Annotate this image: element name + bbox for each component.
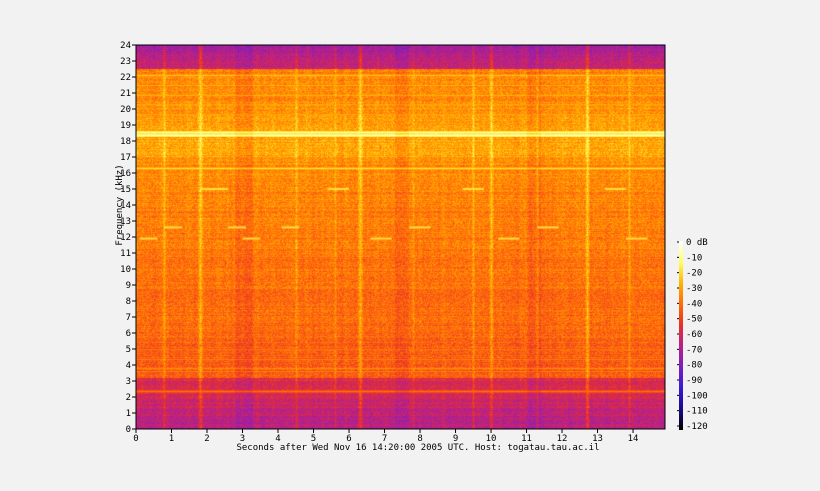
x-tick-label: 4 — [275, 434, 280, 444]
y-tick-label: 2 — [126, 393, 131, 403]
colorbar-tick-label: -20 — [686, 269, 702, 279]
x-tick-label: 8 — [417, 434, 422, 444]
spectrogram-raster — [136, 45, 665, 429]
y-tick-label: 23 — [120, 57, 131, 67]
x-tick-label: 10 — [486, 434, 497, 444]
colorbar-tick-label: -90 — [686, 376, 702, 386]
x-tick-label: 0 — [133, 434, 138, 444]
y-tick-label: 14 — [120, 201, 131, 211]
x-tick-label: 9 — [453, 434, 458, 444]
y-tick-label: 19 — [120, 121, 131, 131]
x-tick-label: 12 — [557, 434, 568, 444]
x-tick-label: 13 — [592, 434, 603, 444]
y-tick-label: 7 — [126, 313, 131, 323]
y-tick-label: 0 — [126, 425, 131, 435]
y-tick-label: 17 — [120, 153, 131, 163]
colorbar-tick-label: -60 — [686, 330, 702, 340]
y-tick-label: 12 — [120, 233, 131, 243]
y-tick-label: 16 — [120, 169, 131, 179]
colorbar-ticks: 0 dB -10 -20 -30 -40 -50 -60 -70 -80 -90 -100 -110 -… — [677, 238, 708, 432]
y-tick-label: 4 — [126, 361, 131, 371]
colorbar-tick-label: -110 — [686, 407, 708, 417]
x-tick-label: 6 — [346, 434, 351, 444]
x-tick-label: 14 — [628, 434, 639, 444]
x-tick-label: 2 — [204, 434, 209, 444]
spectrogram-plot-area — [135, 44, 666, 430]
y-tick-label: 9 — [126, 281, 131, 291]
colorbar-tick-label: 0 dB — [686, 238, 708, 248]
colorbar: 0 dB -10 -20 -30 -40 -50 -60 -70 -80 -90 -100 -110 -… — [677, 238, 708, 432]
colorbar-tick-label: -50 — [686, 315, 702, 325]
y-tick-label: 18 — [120, 137, 131, 147]
y-tick-label: 3 — [126, 377, 131, 387]
x-tick-label: 5 — [311, 434, 316, 444]
x-axis-label: Seconds after Wed Nov 16 14:20:00 2005 U… — [236, 443, 599, 453]
y-tick-label: 10 — [120, 265, 131, 275]
y-tick-label: 24 — [120, 41, 131, 51]
colorbar-tick-label: -100 — [686, 391, 708, 401]
x-tick-label: 11 — [521, 434, 532, 444]
colorbar-tick-label: -120 — [686, 422, 708, 432]
colorbar-tick-label: -10 — [686, 253, 702, 263]
colorbar-tick-label: -40 — [686, 299, 702, 309]
colorbar-tick-label: -80 — [686, 361, 702, 371]
colorbar-gradient — [679, 241, 683, 430]
x-tick-label: 3 — [240, 434, 245, 444]
y-axis-label: Frequency (kHz) — [115, 164, 125, 245]
y-tick-label: 20 — [120, 105, 131, 115]
x-tick-label: 1 — [169, 434, 174, 444]
y-tick-label: 5 — [126, 345, 131, 355]
y-tick-label: 6 — [126, 329, 131, 339]
y-tick-label: 22 — [120, 73, 131, 83]
x-axis: 0 1 2 3 4 5 6 7 8 9 10 11 12 13 14 — [133, 429, 638, 444]
y-tick-label: 13 — [120, 217, 131, 227]
colorbar-tick-label: -30 — [686, 284, 702, 294]
y-tick-label: 8 — [126, 297, 131, 307]
y-tick-label: 21 — [120, 89, 131, 99]
y-tick-label: 1 — [126, 409, 131, 419]
colorbar-tick-label: -70 — [686, 345, 702, 355]
x-tick-label: 7 — [382, 434, 387, 444]
y-tick-label: 11 — [120, 249, 131, 259]
y-tick-label: 15 — [120, 185, 131, 195]
